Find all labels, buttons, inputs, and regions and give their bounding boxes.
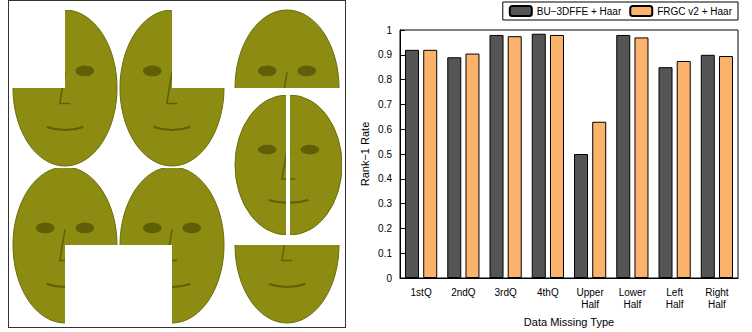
svg-text:0.6: 0.6 [378, 124, 392, 135]
svg-text:0.4: 0.4 [378, 173, 392, 184]
svg-text:0.9: 0.9 [378, 49, 392, 60]
svg-text:0.3: 0.3 [378, 198, 392, 209]
svg-text:Half: Half [581, 299, 599, 310]
svg-text:Lower: Lower [619, 287, 647, 298]
svg-text:0.7: 0.7 [378, 99, 392, 110]
svg-text:Right: Right [705, 287, 729, 298]
svg-text:FRGC v2 + Haar: FRGC v2 + Haar [657, 6, 732, 17]
svg-text:Upper: Upper [577, 287, 605, 298]
svg-text:Half: Half [708, 299, 726, 310]
svg-text:Data Missing Type: Data Missing Type [524, 316, 614, 328]
svg-text:BU−3DFFE + Haar: BU−3DFFE + Haar [537, 6, 622, 17]
svg-text:Left: Left [666, 287, 683, 298]
svg-text:2ndQ: 2ndQ [451, 287, 476, 298]
svg-text:3rdQ: 3rdQ [495, 287, 517, 298]
svg-text:0.8: 0.8 [378, 74, 392, 85]
svg-text:1: 1 [386, 25, 392, 36]
svg-text:1stQ: 1stQ [411, 287, 432, 298]
svg-text:0.1: 0.1 [378, 248, 392, 259]
svg-text:Half: Half [623, 299, 641, 310]
svg-text:0: 0 [386, 273, 392, 284]
svg-text:4thQ: 4thQ [537, 287, 559, 298]
svg-text:0.5: 0.5 [378, 149, 392, 160]
svg-text:0.2: 0.2 [378, 223, 392, 234]
svg-text:Half: Half [666, 299, 684, 310]
svg-text:Rank−1 Rate: Rank−1 Rate [359, 122, 371, 187]
